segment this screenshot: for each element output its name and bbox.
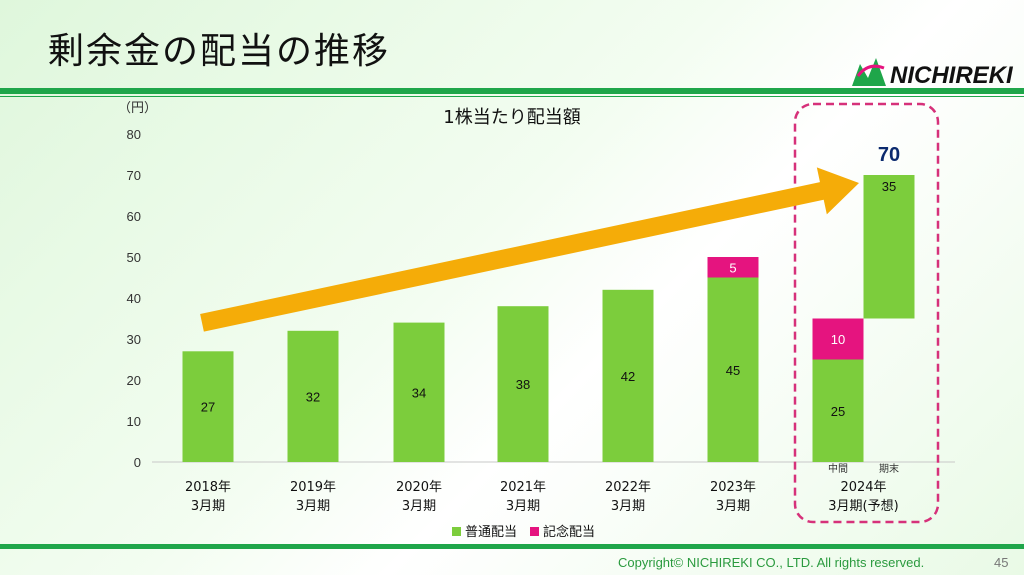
- bar-value-label: 32: [306, 389, 320, 404]
- bar-segment: [812, 318, 864, 360]
- x-category-label: 2019年: [290, 480, 336, 495]
- bar-segment: [707, 257, 759, 278]
- forecast-highlight-box: [793, 102, 940, 524]
- bar-value-label: 45: [726, 363, 740, 378]
- x-category-label: 3月期: [506, 499, 540, 514]
- x-category-label: 2020年: [396, 480, 442, 495]
- y-tick-label: 50: [127, 250, 141, 265]
- bar-value-label: 42: [621, 369, 635, 384]
- bar-sub-label: 中間: [828, 462, 848, 475]
- x-category-label: 2022年: [605, 480, 651, 495]
- bar-segment: [863, 175, 915, 319]
- legend-swatch: [452, 527, 461, 536]
- forecast-total-label: 70: [878, 144, 900, 166]
- bar-segment: [602, 289, 654, 462]
- x-category-label: 2024年: [840, 480, 886, 495]
- bar-value-label: 38: [516, 377, 530, 392]
- footer-divider: [0, 544, 1024, 549]
- y-tick-label: 80: [127, 127, 141, 142]
- x-category-label: 3月期: [716, 499, 750, 514]
- bar-value-label: 34: [412, 385, 426, 400]
- bar-segment: [182, 351, 234, 462]
- bar-value-label: 35: [882, 179, 896, 194]
- company-logo: NICHIREKI: [852, 58, 1014, 88]
- x-category-label: 3月期: [611, 499, 645, 514]
- x-category-label: 3月期: [296, 499, 330, 514]
- bar-segment: [393, 322, 445, 462]
- y-tick-label: 10: [127, 414, 141, 429]
- chart-title: 1株当たり配当額: [443, 107, 580, 128]
- x-category-label: 3月期(予想): [828, 498, 898, 514]
- bar-value-label: 27: [201, 400, 215, 415]
- title-divider: [0, 88, 1024, 94]
- bar-value-label: 25: [831, 404, 845, 419]
- bar-segment: [812, 359, 864, 462]
- dividend-chart: 1株当たり配当額 （円） 0 10 20 30 40 50 60 70 80 27 32 34 38 42 45…: [118, 100, 955, 540]
- legend-label: 普通配当: [465, 525, 517, 540]
- y-tick-label: 70: [127, 168, 141, 183]
- y-tick-label: 60: [127, 209, 141, 224]
- slide-title: 剰余金の配当の推移: [48, 31, 391, 72]
- page-number: 45: [994, 555, 1009, 570]
- x-category-label: 2018年: [185, 480, 231, 495]
- bar-value-label: 10: [831, 332, 845, 347]
- logo-text: NICHIREKI: [890, 62, 1014, 88]
- bar-value-label: 5: [729, 260, 736, 275]
- y-tick-label: 40: [127, 291, 141, 306]
- trend-arrow-icon: [200, 167, 860, 332]
- bar-sub-label: 期末: [879, 462, 899, 475]
- bar-segment: [497, 306, 549, 462]
- bar-segment: [287, 330, 339, 462]
- legend-swatch: [530, 527, 539, 536]
- x-category-label: 2021年: [500, 480, 546, 495]
- title-divider-thin: [0, 96, 1024, 97]
- y-tick-label: 30: [127, 332, 141, 347]
- x-category-label: 2023年: [710, 480, 756, 495]
- logo-mountain-icon: [852, 58, 886, 86]
- x-category-label: 3月期: [402, 499, 436, 514]
- legend-label: 記念配当: [543, 524, 595, 540]
- bar-segment: [707, 277, 759, 462]
- y-tick-label: 20: [127, 373, 141, 388]
- y-axis-unit-label: （円）: [118, 100, 157, 115]
- x-category-label: 3月期: [191, 499, 225, 514]
- y-tick-label: 0: [134, 455, 141, 470]
- copyright-text: Copyright© NICHIREKI CO., LTD. All right…: [618, 555, 925, 570]
